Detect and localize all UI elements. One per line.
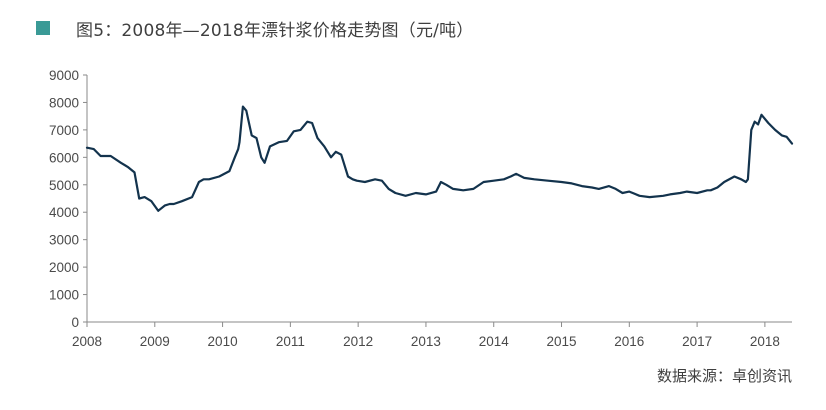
y-tick-label: 0 (71, 315, 79, 330)
y-tick-label: 4000 (49, 205, 79, 220)
y-tick-label: 9000 (49, 68, 79, 83)
y-tick-label: 5000 (49, 178, 79, 193)
x-tick-label: 2014 (479, 334, 510, 349)
x-tick-label: 2012 (343, 334, 373, 349)
price-series-line (85, 105, 794, 212)
chart-title: 图5：2008年—2018年漂针浆价格走势图（元/吨） (76, 20, 474, 41)
x-tick-label: 2017 (682, 334, 712, 349)
x-axis-ticks: 2008 2009 2010 2011 2012 2013 2014 2015 2016 2017… (72, 322, 780, 349)
x-tick-label: 2016 (614, 334, 644, 349)
title-marker-square (36, 21, 50, 35)
x-tick-label: 2018 (750, 334, 780, 349)
x-tick-label: 2009 (140, 334, 170, 349)
x-tick-label: 2011 (276, 334, 305, 349)
y-axis-ticks: 0 1000 2000 3000 4000 5000 6000 7000 8000 9000 (49, 68, 87, 330)
x-tick-label: 2013 (411, 334, 441, 349)
y-tick-label: 1000 (49, 288, 79, 303)
y-tick-label: 6000 (49, 150, 79, 165)
chart-title-row: 图5：2008年—2018年漂针浆价格走势图（元/吨） (36, 17, 474, 41)
y-tick-label: 8000 (49, 95, 79, 110)
x-tick-label: 2008 (72, 334, 102, 349)
y-tick-label: 7000 (49, 123, 79, 138)
x-tick-label: 2010 (208, 334, 238, 349)
data-source-note: 数据来源：卓创资讯 (656, 367, 792, 385)
y-tick-label: 3000 (49, 233, 79, 248)
x-tick-label: 2015 (546, 334, 576, 349)
y-tick-label: 2000 (49, 260, 79, 275)
